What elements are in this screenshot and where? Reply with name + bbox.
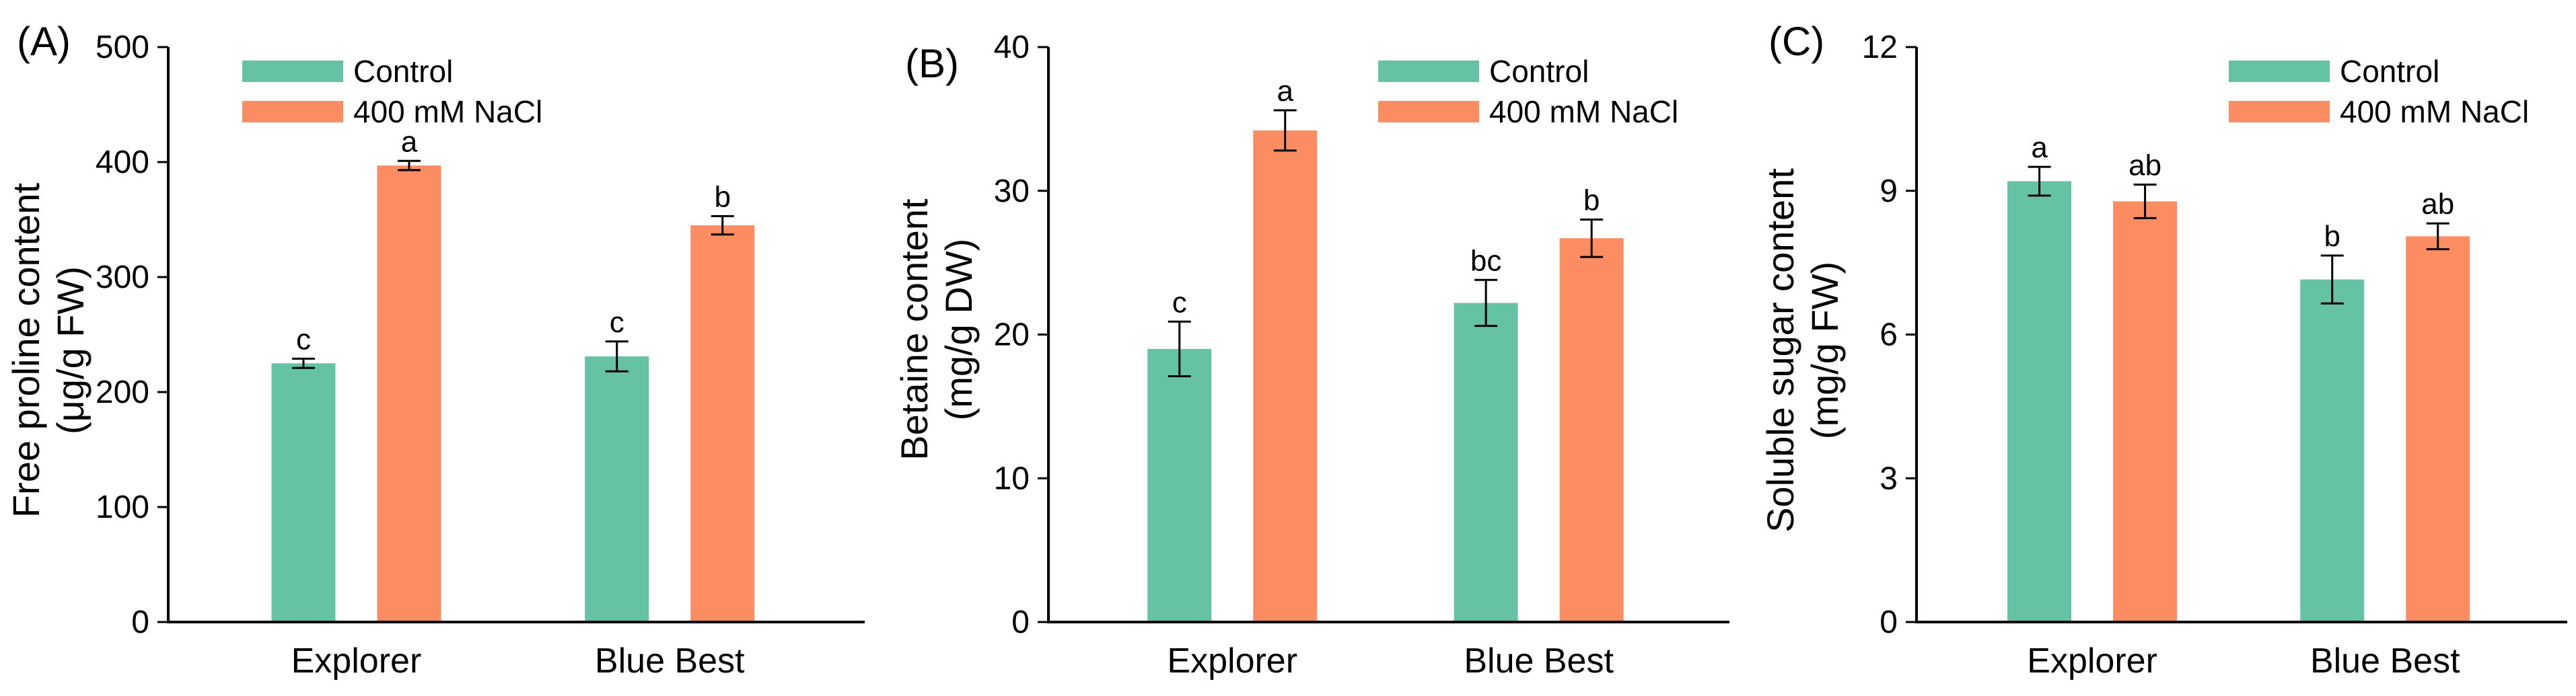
panel-c-ytick-label-4: 12 [1862,30,1898,65]
panel-a-bar-nacl-0 [377,165,441,622]
panel-b-letter-control-1: bc [1470,244,1501,277]
panel-a-legend-control-swatch [242,61,343,82]
panel-b-xtick-label-1: Blue Best [1464,642,1614,681]
panel-a-letter-nacl-1: b [714,180,730,213]
panel-b-bar-control-1 [1454,303,1518,622]
panel-c-ytick-label-0: 0 [1880,605,1898,640]
panel-c: (C) Soluble sugar content (mg/g FW) a ab E… [1759,19,2567,681]
panel-a-ylabel-line2: (μg/g FW) [49,266,92,434]
panel-b-bar-control-0 [1147,348,1212,622]
panel-b-letter-nacl-1: b [1583,184,1600,217]
panel-b-bar-nacl-0 [1253,130,1318,623]
panel-b-legend-nacl-swatch [1378,101,1479,122]
panel-a-legend-nacl-label: 400 mM NaCl [353,94,542,129]
panel-c-xtick-label-1: Blue Best [2310,642,2460,681]
panel-c-label: (C) [1768,19,1824,64]
panel-b-ytick-label-4: 40 [994,30,1030,65]
panel-c-letter-nacl-1: ab [2421,188,2454,221]
panel-a: (A) Free proline content (μg/g FW) c a Exp… [5,19,865,681]
panel-b-bar-nacl-1 [1559,238,1624,623]
panel-a-legend: Control 400 mM NaCl [242,54,542,129]
panel-a-bar-control-0 [271,363,336,622]
panel-c-ylabel: Soluble sugar content (mg/g FW) [1759,168,1846,533]
panel-c-ytick-label-1: 3 [1880,461,1898,496]
panel-a-ytick-label-5: 500 [96,30,149,65]
panel-c-bar-nacl-0 [2113,201,2178,622]
panel-b-ylabel: Betaine content (mg/g DW) [893,198,980,461]
panel-b-label: (B) [905,41,959,86]
panel-c-letter-control-1: b [2324,220,2340,253]
panel-b-ylabel-line2: (mg/g DW) [937,239,980,421]
panel-a-letter-nacl-0: a [401,125,418,158]
panel-c-legend-nacl-swatch [2229,101,2330,122]
panel-b-ytick-label-0: 0 [1011,605,1030,640]
panel-b-ytick-label-2: 20 [994,317,1030,353]
panel-c-legend: Control 400 mM NaCl [2229,54,2529,129]
panel-c-legend-nacl-label: 400 mM NaCl [2340,94,2529,129]
panel-a-ylabel: Free proline content (μg/g FW) [5,183,92,518]
panel-b-legend: Control 400 mM NaCl [1378,54,1678,129]
panel-a-xtick-label-0: Explorer [291,642,422,681]
panel-b-letter-control-0: c [1172,286,1187,319]
panel-a-ytick-label-4: 400 [96,145,149,180]
panel-b-ylabel-line1: Betaine content [893,198,935,461]
panel-a-plot: c a Explorer c b Blue Best 0 100 200 300 400 500 [96,30,865,681]
panel-b: (B) Betaine content (mg/g DW) c a Explorer… [893,30,1729,681]
panel-a-letter-control-0: c [296,323,311,356]
panel-c-xtick-label-0: Explorer [2027,642,2157,681]
panel-b-ytick-label-3: 30 [994,173,1030,209]
panel-c-ylabel-line2: (mg/g FW) [1803,262,1846,439]
panel-c-bar-control-0 [2007,181,2072,622]
panel-a-bar-nacl-1 [690,225,755,622]
panel-c-bar-control-1 [2300,279,2365,622]
panel-a-ytick-label-2: 200 [96,375,149,410]
panel-a-ytick-label-0: 0 [131,605,149,640]
panel-a-bar-control-1 [585,356,649,622]
panel-c-ytick-label-3: 9 [1880,173,1898,209]
panel-b-plot: c a Explorer bc b Blue Best 0 10 20 30 40 [994,30,1729,681]
panel-a-xtick-label-1: Blue Best [595,642,745,681]
panel-b-ytick-label-1: 10 [994,461,1030,496]
panel-a-legend-nacl-swatch [242,101,343,122]
panel-a-ytick-label-3: 300 [96,260,149,295]
panel-c-legend-control-label: Control [2340,54,2439,89]
panel-c-plot: a ab Explorer b ab Blue Best 0 3 6 9 12 [1862,30,2567,681]
panel-c-ylabel-line1: Soluble sugar content [1759,168,1801,533]
panel-b-legend-control-label: Control [1489,54,1589,89]
panel-a-ylabel-line1: Free proline content [5,183,47,518]
panel-c-ytick-label-2: 6 [1880,317,1898,353]
panel-c-letter-control-0: a [2031,131,2048,164]
panel-a-letter-control-1: c [610,306,624,339]
panel-a-ytick-label-1: 100 [96,490,149,525]
panel-b-legend-control-swatch [1378,61,1479,82]
panel-b-legend-nacl-label: 400 mM NaCl [1489,94,1678,129]
panel-c-bar-nacl-1 [2406,236,2470,622]
panel-c-legend-control-swatch [2229,61,2330,82]
panel-a-label: (A) [17,19,71,64]
panel-a-legend-control-label: Control [353,54,453,89]
panel-b-xtick-label-0: Explorer [1167,642,1297,681]
panel-c-letter-nacl-0: ab [2128,149,2161,182]
panel-b-letter-nacl-0: a [1277,75,1293,108]
